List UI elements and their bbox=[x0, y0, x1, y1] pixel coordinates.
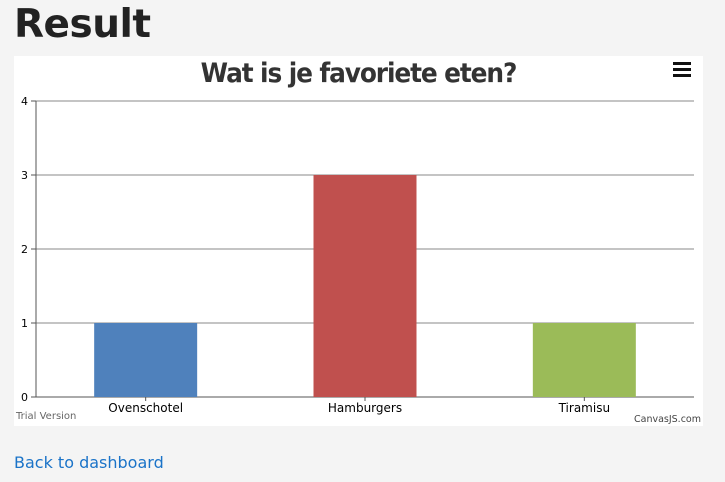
x-tick-label-tiramisu: Tiramisu bbox=[558, 401, 610, 415]
hamburger-menu-icon[interactable] bbox=[673, 62, 691, 78]
y-tick-label-4: 4 bbox=[21, 95, 28, 108]
bar-chart: 0 1 2 3 4 Ovenschotel Hamburgers Tiramisu bbox=[21, 95, 694, 415]
bar-tiramisu bbox=[532, 323, 636, 397]
x-tick-label-hamburgers: Hamburgers bbox=[328, 401, 402, 415]
y-tick-label-1: 1 bbox=[21, 317, 28, 330]
bar-hamburgers bbox=[313, 175, 417, 397]
chart-title: Wat is je favoriete eten? bbox=[200, 58, 518, 89]
y-tick-label-3: 3 bbox=[21, 169, 28, 182]
page-title: Result bbox=[14, 2, 151, 47]
y-tick-label-2: 2 bbox=[21, 243, 28, 256]
y-tick-label-0: 0 bbox=[21, 391, 28, 404]
x-tick-label-ovenschotel: Ovenschotel bbox=[108, 401, 183, 415]
bar-ovenschotel bbox=[94, 323, 198, 397]
trial-version-watermark: Trial Version bbox=[16, 411, 77, 422]
chart-panel: 0 1 2 3 4 Ovenschotel Hamburgers Tiramisu Wat i… bbox=[14, 56, 703, 426]
back-to-dashboard-link[interactable]: Back to dashboard bbox=[14, 453, 164, 472]
canvasjs-credit[interactable]: CanvasJS.com bbox=[633, 414, 701, 425]
